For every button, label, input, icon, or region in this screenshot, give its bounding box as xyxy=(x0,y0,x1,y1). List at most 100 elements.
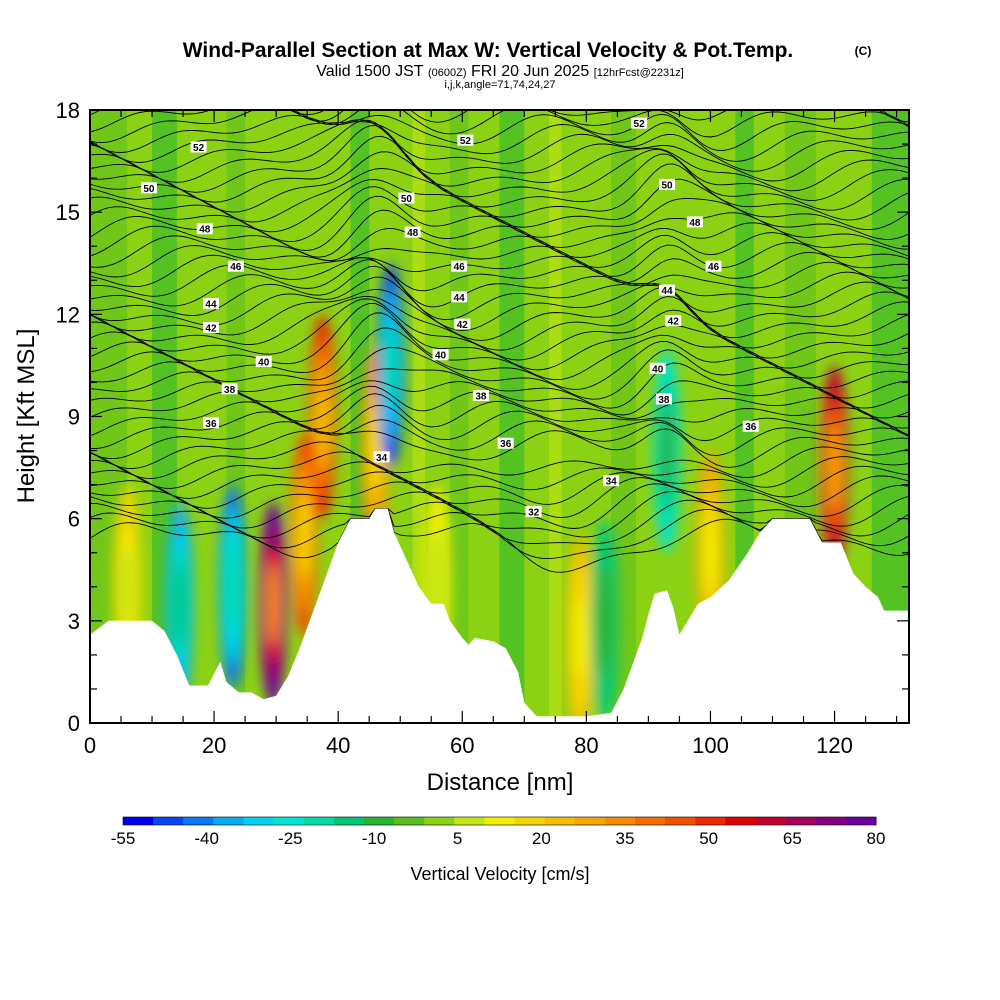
x-tick-label: 100 xyxy=(692,733,729,758)
contour-label-text: 34 xyxy=(376,453,388,464)
updraft-core xyxy=(266,562,280,645)
contour-label-box xyxy=(525,505,542,517)
contour-label-box xyxy=(432,349,449,361)
contour-label: 38 xyxy=(655,393,672,406)
updraft-core xyxy=(297,494,311,577)
colorbar-tick-label: 20 xyxy=(532,829,551,848)
colorbar-title: Vertical Velocity [cm/s] xyxy=(410,864,589,884)
colorbar-segment xyxy=(303,817,335,825)
velocity-band xyxy=(412,110,426,723)
potential-temperature-contour xyxy=(90,471,909,519)
contour-label-box xyxy=(705,260,722,272)
updraft-core xyxy=(704,511,717,594)
contour-label-text: 38 xyxy=(475,392,487,403)
updraft-core xyxy=(369,409,382,492)
subtitle-date: FRI 20 Jun 2025 xyxy=(471,63,589,80)
contour-label-text: 42 xyxy=(668,317,680,328)
contour-label-box xyxy=(451,291,468,303)
contour-label-box xyxy=(631,117,648,129)
contour-label-text: 36 xyxy=(500,439,512,450)
contour-label: 48 xyxy=(686,216,703,229)
colorbar-tick-label: -40 xyxy=(194,829,219,848)
contour-label-text: 42 xyxy=(457,320,469,331)
colorbar-segment xyxy=(123,817,154,825)
subtitle-valid: Valid 1500 JST xyxy=(316,63,424,80)
y-tick-label: 9 xyxy=(68,405,80,430)
contour-label: 50 xyxy=(659,178,676,191)
contour-label-text: 46 xyxy=(230,262,242,273)
chart-subtitle: Valid 1500 JST (0600Z) FRI 20 Jun 2025 [… xyxy=(316,63,684,80)
contour-label-text: 44 xyxy=(661,286,673,297)
colorbar-segment xyxy=(635,817,666,825)
contour-label: 52 xyxy=(457,134,474,147)
contour-label-box xyxy=(451,260,468,272)
colorbar-segment xyxy=(544,817,576,825)
downdraft-core xyxy=(173,562,187,645)
contour-label-box xyxy=(497,437,514,449)
potential-temperature-contour xyxy=(90,257,909,297)
colorbar-segment xyxy=(484,817,516,825)
potential-temperature-contour xyxy=(90,251,909,288)
velocity-band xyxy=(549,110,562,723)
potential-temperature-contour xyxy=(90,151,909,213)
contour-label-box xyxy=(202,298,219,310)
contour-label-box xyxy=(454,318,471,330)
y-tick-label: 18 xyxy=(56,98,80,123)
x-tick-label: 40 xyxy=(326,733,350,758)
contour-label: 50 xyxy=(140,182,157,195)
contour-label-box xyxy=(202,417,219,429)
potential-temperature-contour xyxy=(90,113,909,153)
potential-temperature-contour xyxy=(90,428,909,469)
potential-temperature-contour xyxy=(90,461,909,505)
contour-label-text: 44 xyxy=(454,293,466,304)
colorbar-segment xyxy=(665,817,696,825)
potential-temperature-contour xyxy=(90,298,909,361)
contour-label-text: 38 xyxy=(658,395,670,406)
potential-temperature-contour xyxy=(90,276,909,331)
contour-label-box xyxy=(196,223,213,235)
y-tick-labels: 0 3 6 9 12 15 18 xyxy=(56,98,80,736)
contour-label-text: 40 xyxy=(435,351,447,362)
contour-label-box xyxy=(373,451,390,463)
y-axis-label: Height [Kft MSL] xyxy=(13,329,40,504)
downdraft-core xyxy=(384,324,398,407)
subtitle-forecast: [12hrFcst@2231z] xyxy=(594,67,684,79)
contour-label-box xyxy=(659,178,676,190)
potential-temperature-contour xyxy=(90,441,909,479)
contour-label-box xyxy=(255,356,272,368)
colorbar-segment xyxy=(153,817,184,825)
contour-label: 52 xyxy=(631,117,648,130)
updraft-core xyxy=(316,375,329,458)
downdraft-core xyxy=(226,545,239,628)
contour-label-text: 48 xyxy=(689,218,701,229)
contour-label-text: 36 xyxy=(745,422,757,433)
potential-temperature-contour xyxy=(90,119,909,173)
contour-label-text: 52 xyxy=(193,143,205,154)
contour-label-box xyxy=(472,390,489,402)
updraft-core xyxy=(121,545,134,628)
contour-label-text: 40 xyxy=(258,358,270,369)
potential-temperature-contour xyxy=(90,259,909,308)
colorbar-segment xyxy=(574,817,606,825)
contour-label: 38 xyxy=(472,390,489,403)
y-tick-label: 6 xyxy=(68,507,80,532)
colorbar-segment xyxy=(725,817,757,825)
contour-label-text: 52 xyxy=(460,136,472,147)
contour-label-text: 52 xyxy=(634,119,646,130)
potential-temperature-contour xyxy=(90,227,909,268)
colorbar-segment xyxy=(604,817,636,825)
contour-label-box xyxy=(655,393,672,405)
potential-temperature-contour xyxy=(90,135,909,203)
potential-temperature-contour xyxy=(90,296,909,351)
contour-label: 52 xyxy=(190,141,207,154)
potential-temperature-contour xyxy=(90,119,909,183)
plot-area: 52 52 52 50 50 50 48 48 48 46 46 46 44 44 44 42 42 42 40 40… xyxy=(90,110,909,723)
colorbar xyxy=(122,816,877,826)
colorbar-segment xyxy=(243,817,275,825)
contour-label-text: 48 xyxy=(199,225,211,236)
colorbar-segment xyxy=(273,817,305,825)
y-tick-label: 0 xyxy=(68,711,80,736)
potential-temperature-contour xyxy=(90,451,909,491)
contour-label-box xyxy=(742,420,759,432)
